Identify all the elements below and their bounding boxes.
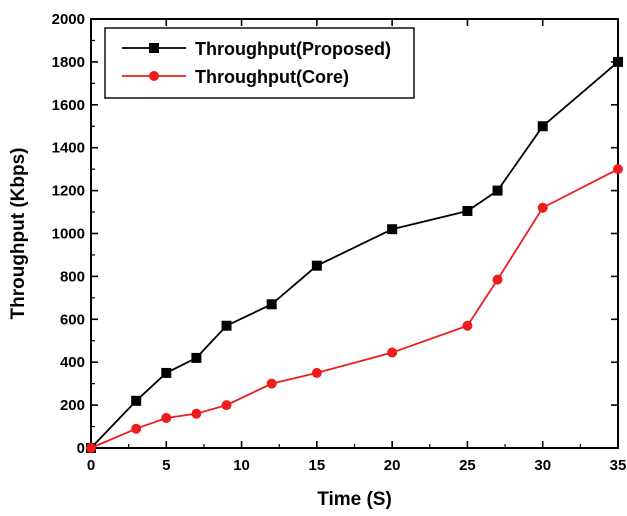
x-axis-label: Time (S)	[317, 489, 392, 510]
y-axis-label: Throughput (Kbps)	[8, 147, 29, 319]
x-tick-label: 5	[162, 457, 170, 474]
x-tick-label: 20	[384, 457, 401, 474]
y-tick-label: 1600	[52, 97, 85, 114]
data-point-marker	[161, 367, 172, 378]
data-point-marker	[537, 121, 548, 132]
x-tick-label: 0	[87, 457, 95, 474]
data-point-marker	[613, 164, 623, 175]
data-point-marker	[492, 185, 503, 196]
y-tick-label: 600	[60, 311, 85, 328]
data-point-marker	[387, 347, 398, 358]
data-point-marker	[492, 274, 503, 285]
x-tick-label: 25	[459, 457, 476, 474]
data-point-marker	[311, 367, 322, 378]
series-line-2	[90, 168, 619, 449]
x-tick-label: 30	[534, 457, 551, 474]
data-point-marker	[131, 423, 142, 434]
data-point-marker	[86, 443, 96, 453]
data-point-marker	[311, 260, 322, 271]
data-point-marker	[537, 202, 548, 213]
y-tick-label: 1800	[52, 54, 85, 71]
plot-area: 0 5 10 15 20 25 30 35 0 200 400 600 800 1000 1200 1400 1…	[52, 11, 627, 474]
y-tick-label: 1200	[52, 183, 85, 200]
y-tick-label: 400	[60, 354, 85, 371]
x-tick-label: 35	[610, 457, 627, 474]
data-point-marker	[149, 43, 159, 53]
data-point-marker	[191, 408, 202, 419]
legend-box	[104, 27, 415, 99]
data-point-marker	[221, 320, 232, 331]
data-point-marker	[266, 299, 277, 310]
y-tick-label: 0	[77, 440, 85, 457]
data-point-marker	[462, 205, 473, 216]
data-point-marker	[131, 395, 142, 406]
data-point-marker	[613, 56, 623, 67]
data-point-marker	[221, 400, 232, 411]
y-tick-label: 200	[60, 397, 85, 414]
data-point-marker	[149, 71, 159, 81]
data-point-marker	[387, 224, 398, 235]
data-point-marker	[266, 378, 277, 389]
data-point-marker	[161, 412, 172, 423]
legend-entry-label: Throughput(Core)	[195, 67, 349, 87]
y-tick-label: 1000	[52, 226, 85, 243]
x-tick-label: 15	[309, 457, 326, 474]
y-tick-label: 1400	[52, 140, 85, 157]
legend: Throughput(Proposed) Throughput(Core)	[104, 27, 415, 99]
y-tick-label: 800	[60, 268, 85, 285]
series-line-1	[90, 61, 619, 449]
x-tick-label: 10	[233, 457, 250, 474]
data-point-marker	[191, 352, 202, 363]
y-tick-label: 2000	[52, 11, 85, 28]
legend-entry-label: Throughput(Proposed)	[195, 39, 391, 59]
data-point-marker	[462, 320, 473, 331]
